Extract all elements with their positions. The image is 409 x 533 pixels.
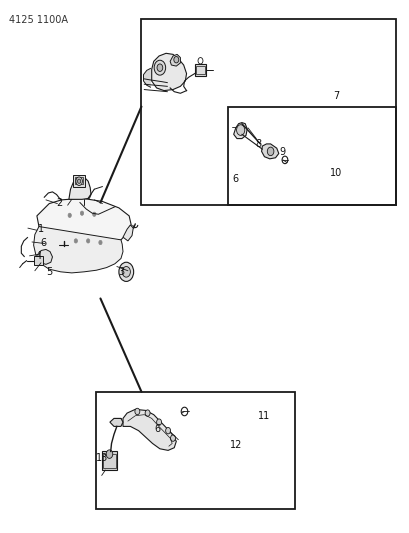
Polygon shape <box>151 53 186 91</box>
Bar <box>101 451 117 470</box>
Polygon shape <box>123 409 176 450</box>
Circle shape <box>86 239 90 243</box>
Circle shape <box>99 240 102 245</box>
Polygon shape <box>233 123 247 139</box>
Text: 6: 6 <box>155 424 160 434</box>
Bar <box>194 64 206 76</box>
Polygon shape <box>37 198 131 244</box>
Bar <box>196 66 204 74</box>
Text: 2: 2 <box>56 198 63 207</box>
Bar <box>34 256 43 265</box>
Text: 3: 3 <box>118 267 124 277</box>
Polygon shape <box>261 144 278 159</box>
Text: 4125 1100A: 4125 1100A <box>9 15 68 25</box>
Circle shape <box>77 179 81 183</box>
Text: 8: 8 <box>255 139 261 149</box>
Text: 4: 4 <box>35 251 41 261</box>
Polygon shape <box>110 418 123 426</box>
Circle shape <box>154 60 165 75</box>
Bar <box>141 19 395 205</box>
Circle shape <box>135 408 139 415</box>
Circle shape <box>170 435 175 441</box>
Polygon shape <box>170 54 180 66</box>
Bar <box>96 392 294 509</box>
Text: 7: 7 <box>332 91 339 101</box>
Circle shape <box>122 266 130 277</box>
Circle shape <box>106 450 112 458</box>
Circle shape <box>76 177 82 185</box>
Circle shape <box>145 410 150 416</box>
Polygon shape <box>39 249 52 264</box>
Circle shape <box>80 211 83 215</box>
Bar <box>227 107 395 205</box>
Text: 11: 11 <box>258 411 270 421</box>
Circle shape <box>165 427 170 434</box>
Circle shape <box>267 147 273 156</box>
Circle shape <box>236 125 244 135</box>
Polygon shape <box>123 225 133 241</box>
Text: 6: 6 <box>40 238 46 247</box>
Bar <box>73 175 85 187</box>
Text: 9: 9 <box>279 147 285 157</box>
Polygon shape <box>34 227 123 273</box>
Circle shape <box>157 64 162 71</box>
Text: 12: 12 <box>229 440 241 450</box>
Text: 13: 13 <box>96 454 108 463</box>
Circle shape <box>92 212 96 216</box>
Text: 1: 1 <box>38 224 44 234</box>
Circle shape <box>173 56 178 63</box>
Polygon shape <box>69 177 91 199</box>
Bar <box>75 177 83 184</box>
Text: 6: 6 <box>232 174 238 183</box>
Circle shape <box>119 262 133 281</box>
Circle shape <box>156 419 161 425</box>
Text: 5: 5 <box>46 267 52 277</box>
Text: 10: 10 <box>329 168 342 178</box>
Polygon shape <box>143 68 151 87</box>
Circle shape <box>68 213 71 217</box>
Bar <box>103 454 115 468</box>
Circle shape <box>74 239 77 243</box>
